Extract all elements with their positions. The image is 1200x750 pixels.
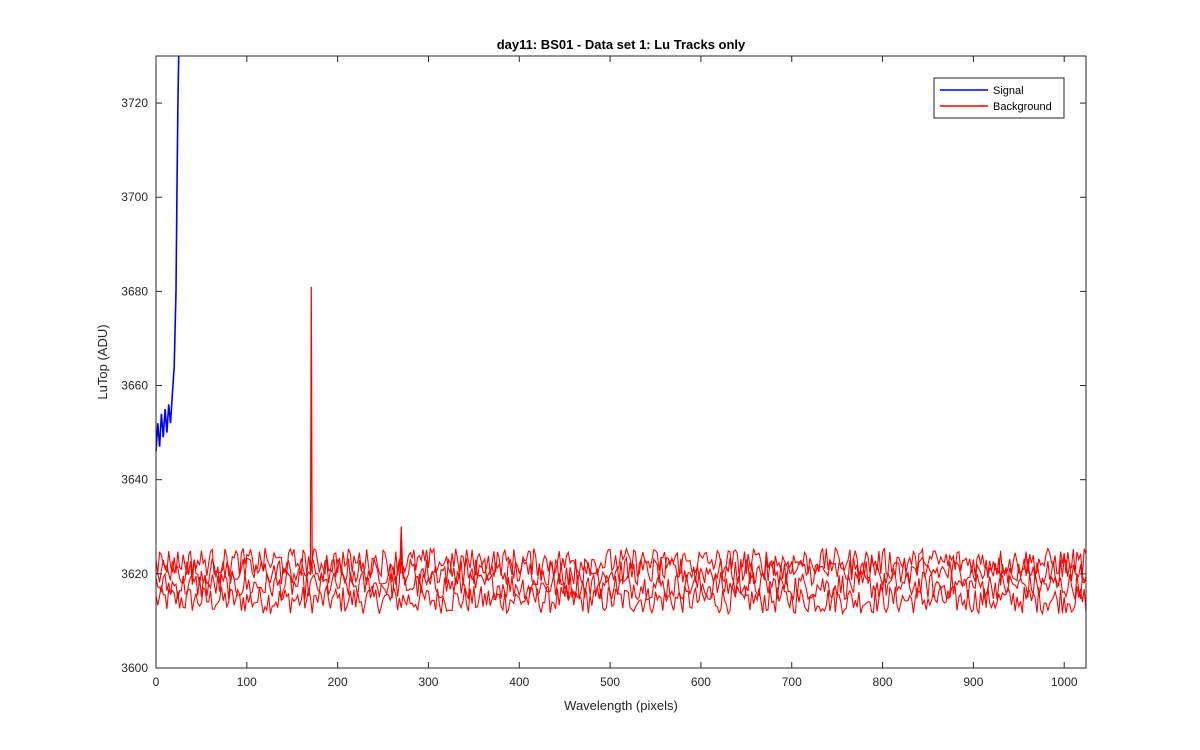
background-spike: [309, 286, 313, 574]
y-axis-label: LuTop (ADU): [95, 324, 110, 399]
signal-line: [155, 55, 180, 452]
legend-background-label: Background: [993, 101, 1052, 113]
legend-box: [933, 77, 1065, 119]
background-series: [155, 286, 1087, 616]
background-line: [155, 583, 1087, 616]
x-tick-label: 200: [328, 675, 348, 689]
y-tick-label: 3720: [121, 96, 148, 110]
x-tick-label: 300: [418, 675, 438, 689]
y-tick-label: 3620: [121, 567, 148, 581]
background-line: [155, 526, 1087, 601]
legend: Signal Background: [933, 77, 1065, 119]
plot-frame: [155, 55, 1087, 669]
legend-signal-label: Signal: [993, 85, 1024, 97]
y-axis: 3600 3620 3640 3660 3680 3700 3720: [121, 96, 1086, 675]
chart-title: day11: BS01 - Data set 1: Lu Tracks only: [497, 37, 746, 52]
y-tick-label: 3680: [121, 284, 148, 298]
signal-series: [155, 55, 180, 452]
y-tick-label: 3640: [121, 473, 148, 487]
x-tick-label: 700: [782, 675, 802, 689]
x-tick-label: 500: [600, 675, 620, 689]
y-tick-label: 3660: [121, 379, 148, 393]
x-tick-label: 600: [691, 675, 711, 689]
plot-area: [156, 56, 1086, 668]
background-spike: [399, 526, 403, 574]
x-tick-label: 900: [963, 675, 983, 689]
x-tick-label: 100: [237, 675, 257, 689]
y-tick-label: 3600: [121, 661, 148, 675]
y-tick-label: 3700: [121, 190, 148, 204]
x-axis-label: Wavelength (pixels): [564, 698, 678, 713]
x-tick-label: 0: [153, 675, 160, 689]
x-axis: 0 100 200 300 400 500 600 700 800 900 1000: [153, 56, 1078, 689]
x-tick-label: 400: [509, 675, 529, 689]
x-tick-label: 800: [873, 675, 893, 689]
x-tick-label: 1000: [1051, 675, 1078, 689]
